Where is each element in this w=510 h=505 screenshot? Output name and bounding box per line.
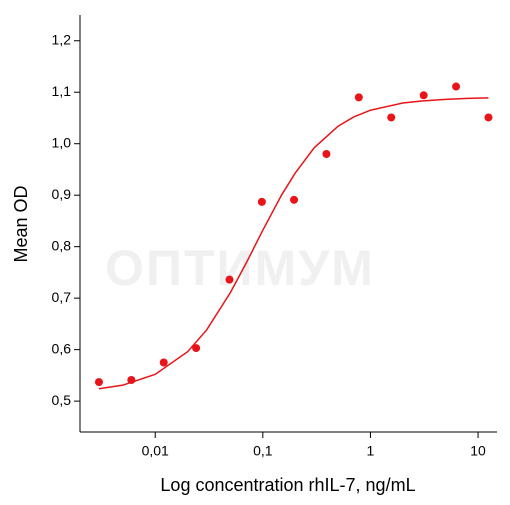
x-tick-label: 0,1 (253, 443, 273, 459)
data-point (419, 91, 428, 100)
x-axis-title: Log concentration rhIL-7, ng/mL (160, 475, 415, 495)
x-tick-label: 0,01 (142, 443, 169, 459)
data-point (94, 378, 103, 387)
y-tick-label: 0,6 (52, 340, 72, 356)
watermark: ОПТИМУМ (105, 240, 375, 296)
y-tick-label: 0,5 (52, 392, 72, 408)
x-tick-label: 10 (470, 443, 486, 459)
y-tick-label: 0,7 (52, 289, 72, 305)
data-point (322, 150, 331, 158)
y-tick-label: 0,8 (52, 237, 72, 253)
y-tick-label: 1,0 (52, 134, 72, 150)
data-point (257, 197, 266, 206)
data-point (387, 113, 396, 122)
data-point (354, 93, 363, 102)
data-point (452, 82, 461, 91)
x-tick-label: 1 (367, 443, 375, 459)
y-tick-label: 1,1 (52, 83, 72, 99)
fit-curve (98, 97, 489, 390)
data-point (484, 113, 493, 122)
data-point (127, 376, 136, 385)
data-point (225, 275, 234, 284)
data-point (192, 344, 201, 353)
data-point (290, 195, 299, 204)
y-tick-label: 1,2 (52, 31, 72, 47)
y-axis-title: Mean OD (11, 185, 31, 262)
y-tick-label: 0,9 (52, 186, 72, 202)
data-point (159, 358, 168, 367)
